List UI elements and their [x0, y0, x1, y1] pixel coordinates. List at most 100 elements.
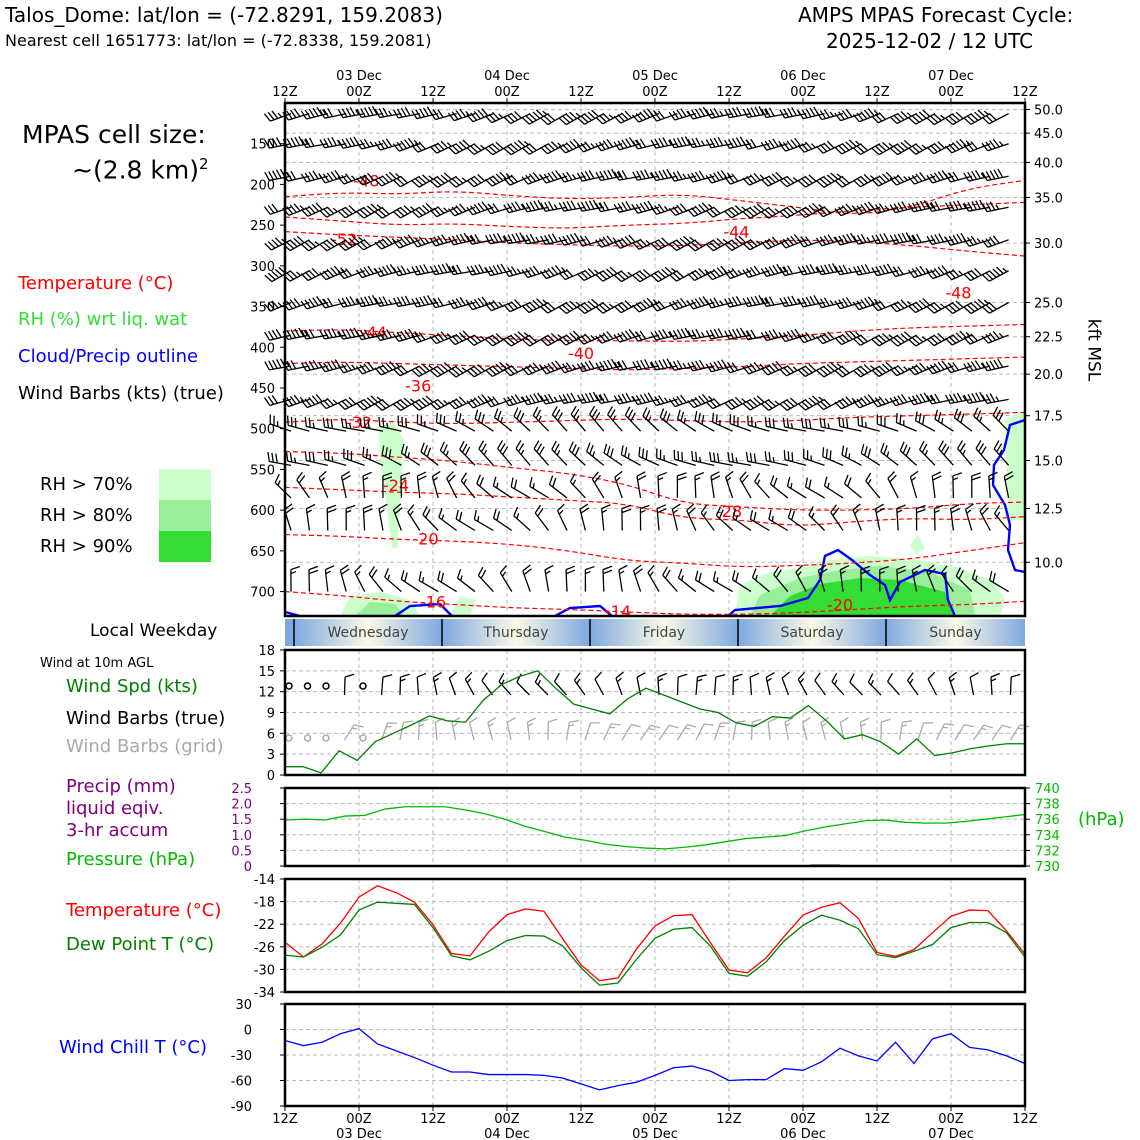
upper-wind-barb [448, 365, 476, 378]
upper-wind-barb [576, 235, 604, 247]
upper-wind-barb [907, 362, 936, 376]
upper-wind-barb [950, 504, 961, 531]
cloud-outline-3 [394, 602, 453, 617]
date-label-top: 04 Dec [484, 69, 530, 84]
upper-wind-barb [871, 300, 899, 312]
upper-wind-barb [908, 334, 936, 347]
upper-wind-barb [797, 236, 825, 248]
upper-wind-barb [304, 416, 328, 432]
upper-wind-barb [558, 300, 586, 315]
upper-wind-barb [823, 476, 844, 499]
upper-wind-barb [768, 509, 789, 532]
upper-wind-barb [429, 331, 457, 345]
upper-wind-barb [657, 471, 668, 498]
upper-wind-barb [945, 111, 973, 126]
surface-wind-barb [615, 671, 624, 696]
upper-wind-barb [485, 141, 513, 156]
upper-wind-barb [773, 566, 789, 592]
upper-wind-barb [742, 172, 770, 186]
windchill-tick-label: 0 [244, 1024, 252, 1039]
precip-tick-label: 1.5 [231, 813, 252, 828]
upper-wind-barb [435, 412, 457, 432]
upper-wind-barb [797, 264, 825, 276]
upper-wind-barb [374, 171, 402, 187]
contour-label: -28 [716, 502, 742, 521]
upper-wind-barb [889, 232, 917, 245]
upper-wind-barb [476, 474, 494, 499]
upper-wind-barb [337, 106, 365, 119]
upper-wind-barb [687, 106, 715, 120]
upper-wind-barb [521, 143, 549, 155]
upper-wind-barb [687, 393, 715, 409]
upper-wind-barb [301, 239, 329, 252]
upper-wind-barb [263, 110, 292, 122]
upper-wind-barb [887, 471, 899, 499]
upper-wind-barb [318, 470, 329, 499]
upper-wind-barb [551, 406, 568, 432]
upper-wind-barb [671, 503, 681, 531]
upper-wind-barb [263, 395, 292, 407]
upper-wind-barb [499, 565, 513, 592]
upper-wind-barb [400, 443, 421, 466]
upper-wind-barb [687, 296, 715, 310]
upper-wind-barb [411, 202, 439, 219]
upper-wind-barb [742, 329, 770, 341]
upper-wind-barb [938, 440, 954, 466]
upper-wind-barb [889, 394, 917, 407]
upper-wind-barb [539, 170, 568, 184]
upper-wind-barb [576, 141, 605, 153]
upper-wind-barb [632, 359, 660, 371]
contour-label: -14 [605, 602, 631, 621]
upper-wind-barb [595, 201, 623, 213]
upper-wind-barb [971, 569, 991, 593]
upper-wind-barb [819, 417, 844, 432]
upper-wind-barb [411, 295, 439, 308]
upper-wind-barb [539, 360, 568, 375]
hour-label-bottom: 00Z [494, 1112, 520, 1127]
upper-wind-barb [889, 174, 917, 186]
upper-wind-barb [876, 414, 899, 432]
upper-wind-barb [393, 397, 421, 411]
upper-wind-barb [362, 446, 384, 466]
upper-wind-barb [287, 415, 310, 432]
pressure-tick-label: 700 [250, 586, 275, 601]
kft-tick-label: 10.0 [1034, 556, 1063, 571]
weekday-label: Sunday [929, 625, 981, 641]
surface-wind-barb-grid [859, 717, 870, 741]
upper-wind-barb [981, 168, 1009, 182]
upper-wind-barb [466, 143, 494, 156]
upper-wind-barb [540, 393, 568, 405]
upper-wind-barb [411, 395, 439, 411]
upper-wind-barb [613, 329, 641, 343]
pressure-tick-label: 350 [250, 301, 275, 316]
hour-label-top: 12Z [864, 85, 890, 100]
upper-wind-barb [761, 296, 788, 307]
surface-wind-barb-grid [417, 718, 429, 741]
upper-wind-barb [497, 440, 513, 466]
upper-wind-barb [871, 333, 899, 347]
upper-wind-barb [723, 362, 752, 374]
upper-wind-barb [568, 441, 586, 466]
pressure-tick-label: 500 [250, 423, 275, 438]
upper-wind-barb [558, 362, 586, 374]
weekday-band [442, 619, 590, 646]
upper-wind-barb [343, 448, 365, 466]
date-label-top: 07 Dec [928, 69, 974, 84]
upper-wind-barb [933, 504, 944, 531]
upper-wind-barb [324, 565, 335, 592]
upper-wind-barb [797, 106, 825, 120]
upper-wind-barb [503, 299, 531, 313]
upper-wind-barb [576, 267, 605, 282]
upper-wind-barb [337, 396, 365, 410]
upper-wind-barb [447, 297, 476, 310]
surface-wind-barb [831, 673, 845, 696]
upper-wind-barb [782, 417, 807, 432]
upper-wind-barb [603, 443, 623, 466]
upper-wind-barb [305, 503, 316, 531]
legend-wind-barbs: Wind Barbs (kts) (true) [18, 383, 224, 404]
upper-wind-barb [556, 503, 568, 531]
contour-label: -24 [383, 476, 409, 495]
upper-wind-barb [264, 168, 292, 182]
upper-wind-barb [591, 471, 605, 499]
upper-wind-barb [439, 441, 458, 466]
